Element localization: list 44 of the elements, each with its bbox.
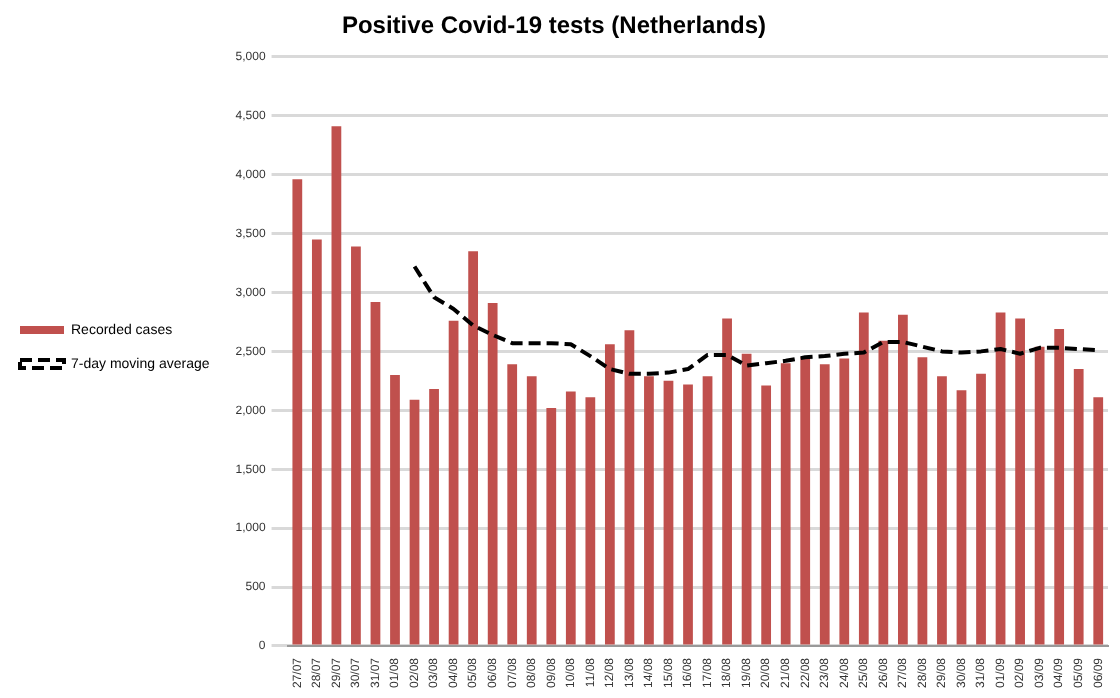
bar xyxy=(448,320,459,645)
bar xyxy=(995,312,1006,645)
bar xyxy=(819,364,830,645)
bar xyxy=(1073,369,1084,645)
bar xyxy=(624,330,635,645)
bar xyxy=(976,373,986,645)
bar xyxy=(311,239,322,645)
bar xyxy=(800,357,811,645)
bar xyxy=(292,179,303,645)
bar xyxy=(1015,318,1025,645)
line-series xyxy=(412,264,1101,376)
bar xyxy=(1093,397,1104,645)
bar xyxy=(761,385,772,645)
bar xyxy=(722,318,732,645)
chart-title: Positive Covid-19 tests (Netherlands) xyxy=(341,11,767,40)
bar xyxy=(858,312,869,645)
bar xyxy=(331,126,342,645)
bar xyxy=(1054,329,1065,645)
bar xyxy=(780,363,791,645)
bar xyxy=(937,376,947,645)
bar xyxy=(468,251,479,645)
bar xyxy=(917,357,928,645)
bar xyxy=(898,314,908,645)
bar xyxy=(956,390,967,645)
bar xyxy=(683,384,693,645)
bar xyxy=(644,376,654,645)
bar xyxy=(1034,346,1045,645)
bar xyxy=(526,376,537,645)
bar xyxy=(839,358,850,645)
bar xyxy=(429,389,439,645)
bar xyxy=(409,399,420,645)
bar xyxy=(702,376,713,645)
bar xyxy=(546,407,557,645)
bar xyxy=(390,374,400,645)
bar xyxy=(351,246,361,645)
bar xyxy=(370,301,381,645)
bar xyxy=(507,364,518,645)
bar xyxy=(663,380,674,645)
bar xyxy=(604,344,615,645)
bar xyxy=(565,391,576,645)
bar xyxy=(878,340,889,645)
bar xyxy=(487,303,498,645)
bar xyxy=(741,353,752,645)
bar xyxy=(585,397,596,645)
